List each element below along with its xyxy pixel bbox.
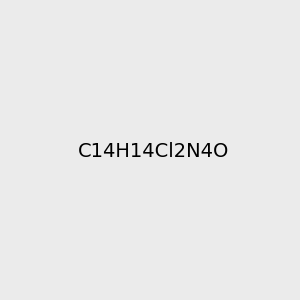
Text: C14H14Cl2N4O: C14H14Cl2N4O <box>78 142 230 161</box>
